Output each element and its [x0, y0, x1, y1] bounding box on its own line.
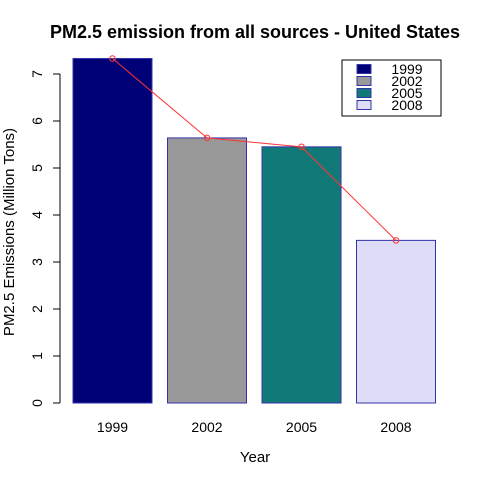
x-tick-label-2005: 2005: [286, 419, 317, 435]
x-axis-label: Year: [240, 449, 270, 466]
legend-swatch-2002: [356, 76, 372, 86]
y-tick-label-4: 4: [29, 211, 45, 219]
y-tick-label-0: 0: [29, 399, 45, 407]
legend-label-2008: 2008: [391, 97, 422, 113]
chart-title: PM2.5 emission from all sources - United…: [50, 22, 460, 42]
legend-swatch-1999: [356, 64, 372, 74]
bar-1999: [72, 57, 153, 404]
x-tick-label-2008: 2008: [380, 419, 411, 435]
y-tick-label-5: 5: [29, 164, 45, 172]
overlay-point-1999: [109, 55, 116, 62]
bar-2008: [356, 239, 436, 404]
overlay-point-2005: [298, 143, 305, 151]
y-tick-label-6: 6: [29, 117, 45, 125]
legend-swatch-2008: [356, 100, 372, 110]
y-axis-label: PM2.5 Emissions (Million Tons): [1, 128, 18, 336]
y-tick-label-2: 2: [29, 305, 45, 313]
bar-2002: [167, 137, 247, 404]
y-tick-label-3: 3: [29, 258, 45, 266]
bar-2005: [261, 146, 342, 404]
y-tick-label-7: 7: [29, 70, 45, 78]
x-axis-ticks: 1999 2002 2005 2008: [97, 419, 412, 435]
y-axis: 0 1 2 3 4 5 6 7: [29, 70, 61, 407]
overlay-line: [112, 58, 397, 241]
x-tick-label-1999: 1999: [97, 419, 128, 435]
y-tick-label-1: 1: [29, 352, 45, 360]
legend-label-2002: 2002: [391, 73, 422, 89]
overlay-point-2008: [392, 237, 400, 244]
legend-swatch-2005: [356, 88, 372, 98]
x-tick-label-2002: 2002: [191, 419, 222, 435]
overlay-point-2002: [203, 134, 211, 142]
legend-label-1999: 1999: [391, 61, 422, 77]
overlay-line-group: [109, 55, 400, 244]
legend-label-2005: 2005: [391, 85, 422, 101]
